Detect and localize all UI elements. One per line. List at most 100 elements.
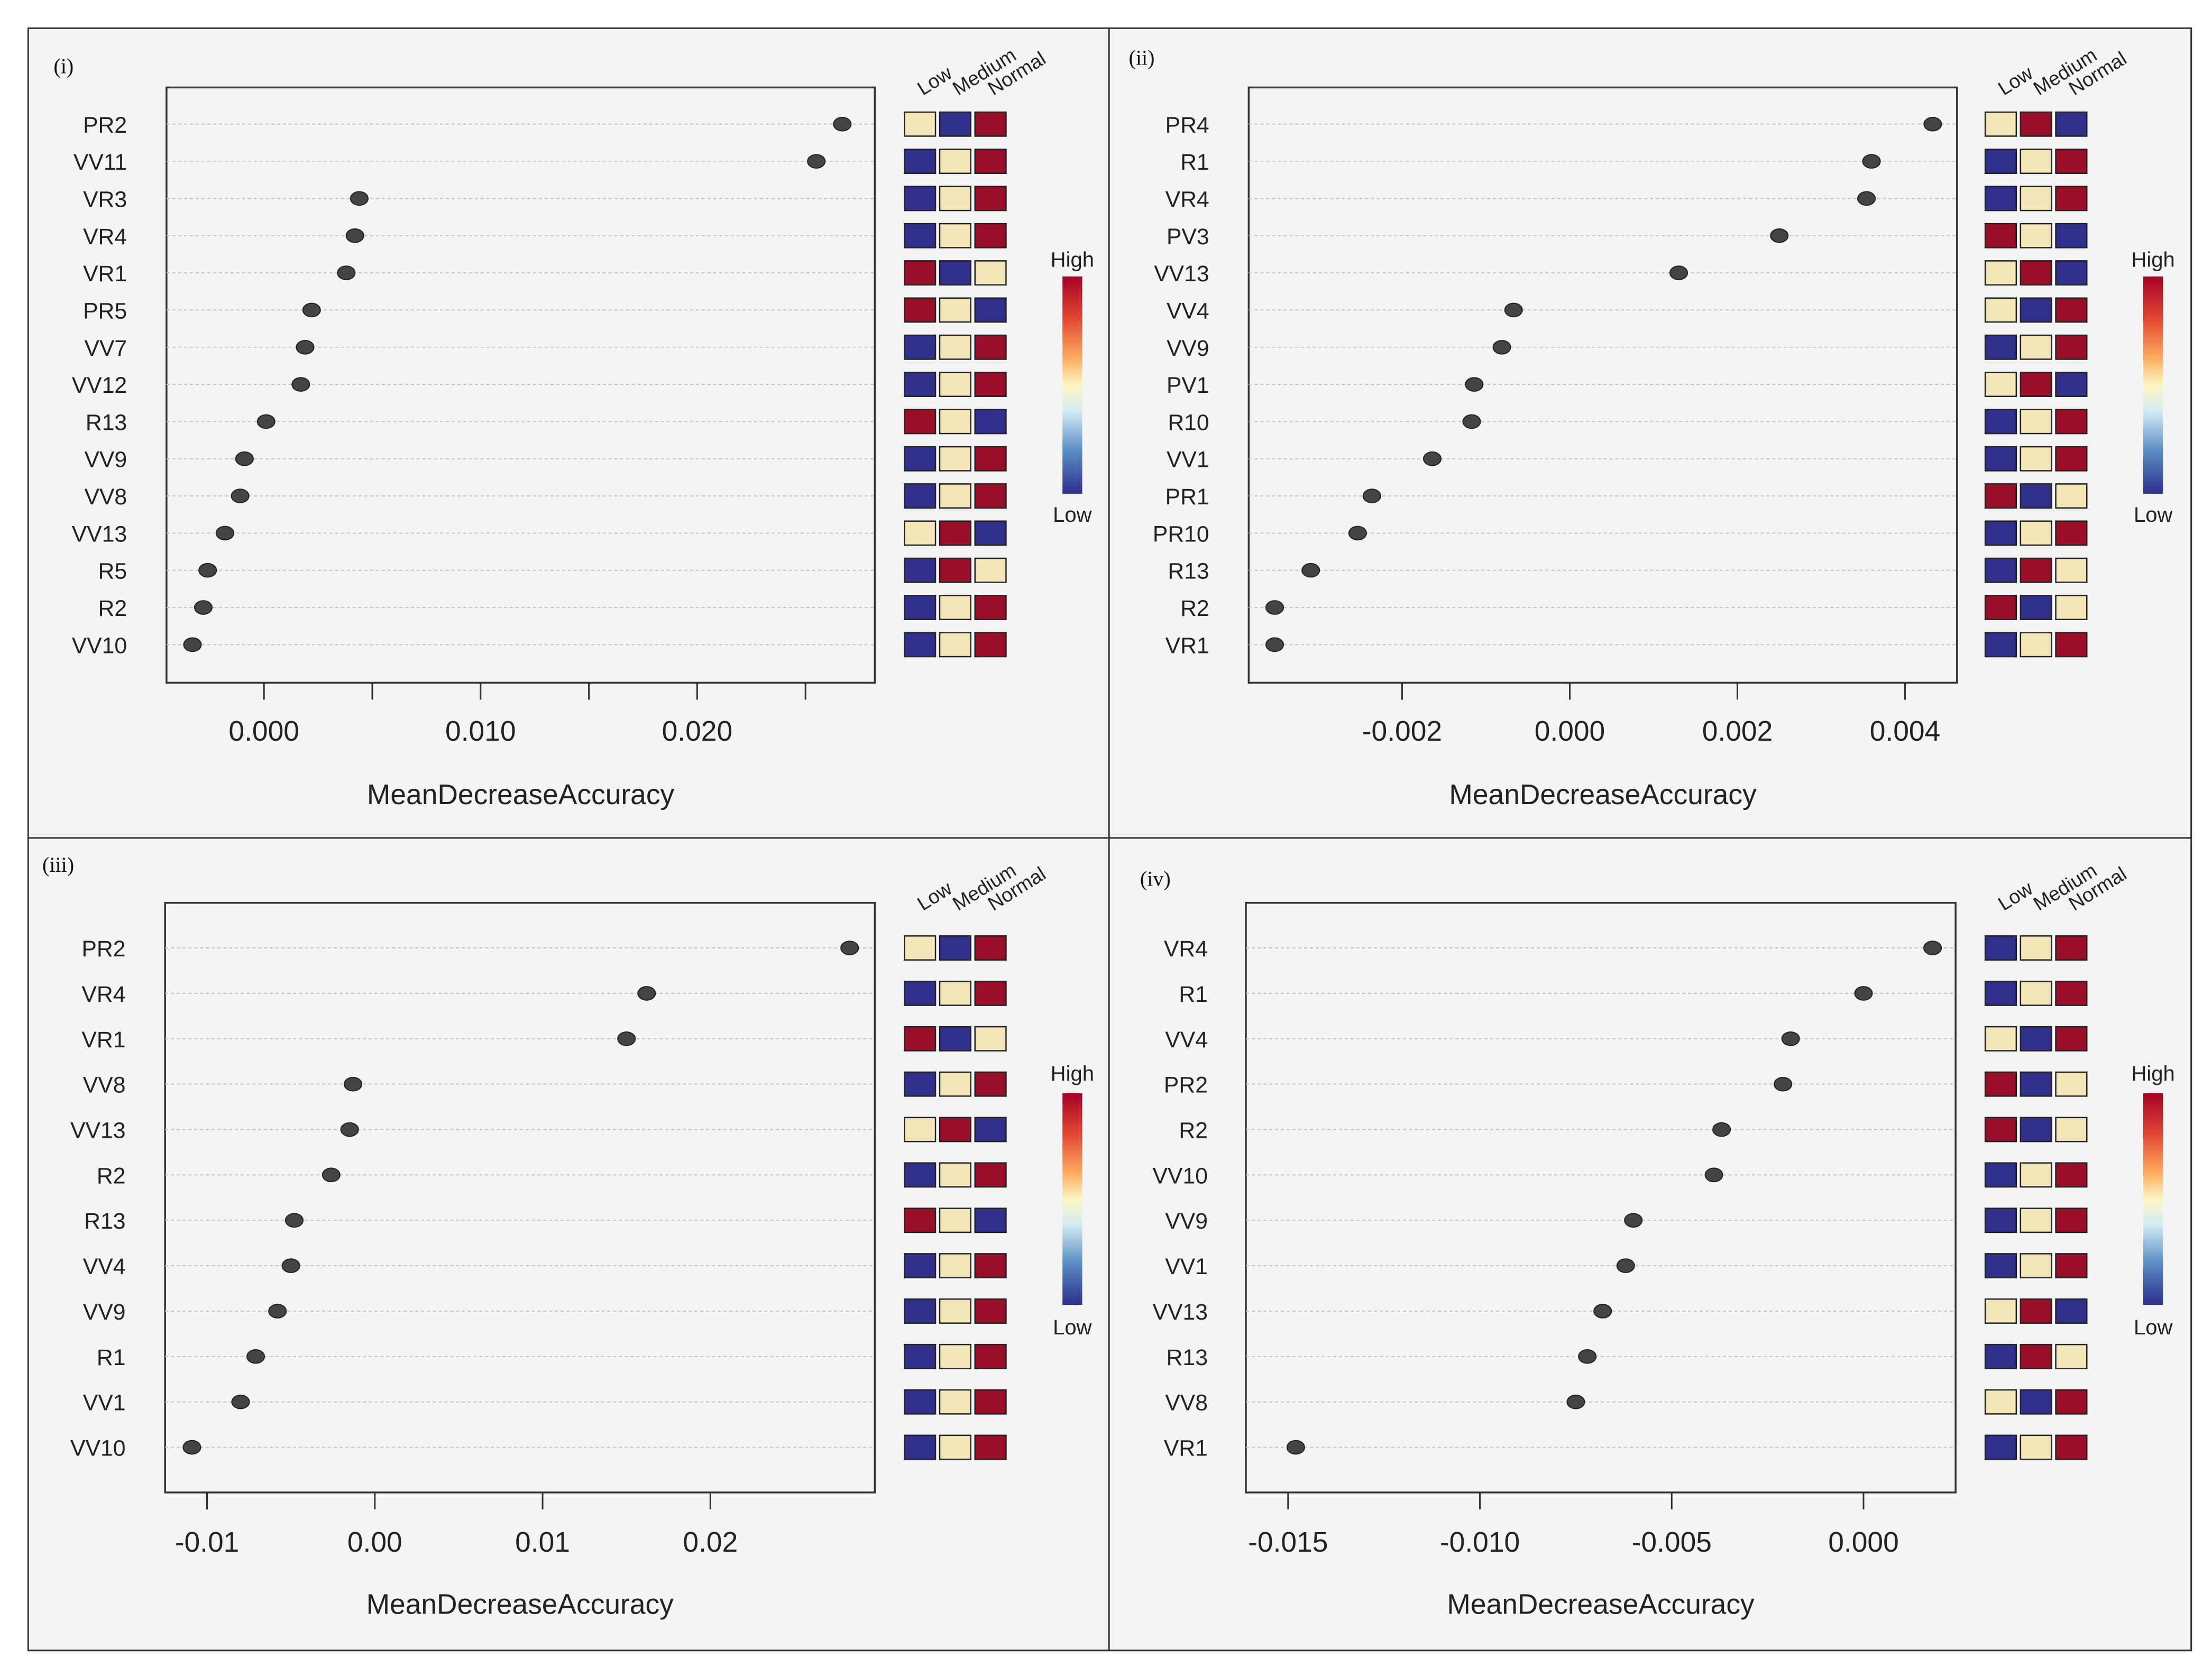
legend-low-label: Low [2134, 1316, 2173, 1339]
level-cell-normal [2055, 1434, 2088, 1460]
level-cell-low [974, 409, 1007, 435]
level-cell-normal [2055, 980, 2088, 1006]
feature-label: R1 [1179, 982, 1208, 1007]
data-point-vr3 [350, 191, 369, 206]
x-axis-title: MeanDecreaseAccuracy [1447, 1589, 1755, 1620]
level-cell-normal [974, 1162, 1007, 1188]
x-tick-label: 0.01 [515, 1527, 570, 1558]
level-cell-normal [974, 1071, 1007, 1097]
legend-low-label: Low [1053, 503, 1092, 527]
level-cell-normal [1984, 483, 2017, 509]
level-cell-low [974, 297, 1007, 323]
level-cell-normal [974, 632, 1007, 658]
x-tick-label: -0.010 [1440, 1527, 1520, 1558]
level-cell-medium [939, 1434, 971, 1460]
feature-label: VV10 [70, 1436, 125, 1461]
data-point-vv10 [1704, 1167, 1723, 1183]
data-point-pr2 [1774, 1076, 1793, 1092]
level-cell-normal [1984, 1071, 2017, 1097]
feature-label: VR1 [81, 1027, 125, 1053]
feature-label: VV9 [84, 447, 127, 473]
data-point-pr2 [833, 116, 852, 132]
legend-high-label: High [1051, 248, 1094, 271]
legend-low-label: Low [1053, 1316, 1092, 1339]
level-cell-normal [2055, 409, 2088, 435]
level-cell-low [2020, 1389, 2052, 1415]
data-point-vr4 [1923, 941, 1942, 955]
level-cell-normal [904, 409, 937, 435]
feature-label: VV8 [1165, 1390, 1208, 1416]
level-cell-low [1984, 186, 2017, 211]
level-cell-normal [2055, 1162, 2088, 1188]
level-cell-medium [2020, 446, 2052, 472]
data-point-r13 [256, 414, 276, 429]
data-point-vv10 [182, 1440, 201, 1455]
feature-label: VV10 [1153, 1163, 1208, 1188]
data-point-vr4 [1857, 191, 1876, 206]
level-cell-medium [2020, 935, 2052, 961]
data-point-r1 [1854, 986, 1873, 1001]
level-cell-medium [1984, 111, 2017, 137]
feature-label: VV8 [84, 484, 127, 510]
data-point-r1 [1862, 154, 1881, 169]
level-cell-low [2055, 223, 2088, 248]
level-cell-low [1984, 409, 2017, 435]
data-point-vr1 [337, 265, 356, 280]
feature-label: VV13 [1153, 1300, 1208, 1325]
level-cell-medium [2020, 1253, 2052, 1279]
level-cell-normal [2020, 1298, 2052, 1324]
chart-panel-1: (i) 0.000 0.010 0.020 MeanDecreaseAccuracy Lo… [27, 27, 1110, 839]
level-cell-normal [2055, 186, 2088, 211]
level-cell-medium [2020, 520, 2052, 546]
data-point-vv9 [1624, 1213, 1643, 1228]
x-tick-label: -0.015 [1248, 1527, 1328, 1558]
level-cell-medium [2020, 409, 2052, 435]
feature-label: PR2 [81, 936, 125, 962]
level-cell-normal [939, 1117, 971, 1142]
x-axis-title: MeanDecreaseAccuracy [366, 1589, 674, 1620]
level-cell-low [1984, 1162, 2017, 1188]
feature-label: PR4 [1165, 113, 1209, 138]
level-cell-medium [2020, 1434, 2052, 1460]
level-cell-medium [939, 186, 971, 211]
level-cell-medium [2055, 595, 2088, 620]
level-cell-normal [2020, 111, 2052, 137]
data-point-vv8 [343, 1076, 363, 1092]
x-tick-label: 0.004 [1870, 716, 1941, 747]
level-cell-normal [904, 1208, 937, 1233]
level-cell-low [939, 111, 971, 137]
level-cell-low [1984, 334, 2017, 360]
level-cell-low [939, 1026, 971, 1052]
feature-label: R1 [1180, 150, 1209, 175]
level-cell-medium [939, 595, 971, 620]
level-cell-medium [2020, 186, 2052, 211]
level-cell-normal [974, 111, 1007, 137]
feature-label: R13 [1167, 1345, 1208, 1370]
level-cell-medium [1984, 1298, 2017, 1324]
feature-label: R13 [86, 410, 127, 435]
level-cell-medium [939, 223, 971, 248]
level-cell-low [2020, 1117, 2052, 1142]
level-cell-normal [904, 297, 937, 323]
x-tick-label: 0.000 [228, 716, 299, 747]
level-cell-normal [974, 483, 1007, 509]
data-point-vv11 [807, 154, 826, 169]
level-cell-normal [2055, 520, 2088, 546]
x-tick-label: -0.005 [1632, 1527, 1712, 1558]
data-point-r1 [246, 1349, 265, 1364]
level-cell-normal [904, 260, 937, 286]
feature-label: R13 [1168, 559, 1209, 584]
data-point-vv10 [183, 637, 202, 652]
level-cell-medium [2055, 483, 2088, 509]
feature-label: R1 [97, 1345, 126, 1370]
level-cell-low [2055, 111, 2088, 137]
data-point-vv4 [281, 1258, 300, 1273]
data-point-vv4 [1504, 302, 1523, 318]
level-cell-normal [2055, 1208, 2088, 1233]
level-cell-low [904, 980, 937, 1006]
level-cell-normal [2055, 1253, 2088, 1279]
level-cell-medium [974, 557, 1007, 583]
feature-label: VV4 [83, 1254, 126, 1279]
data-point-r2 [1265, 600, 1284, 615]
feature-label: VV1 [1167, 447, 1209, 473]
